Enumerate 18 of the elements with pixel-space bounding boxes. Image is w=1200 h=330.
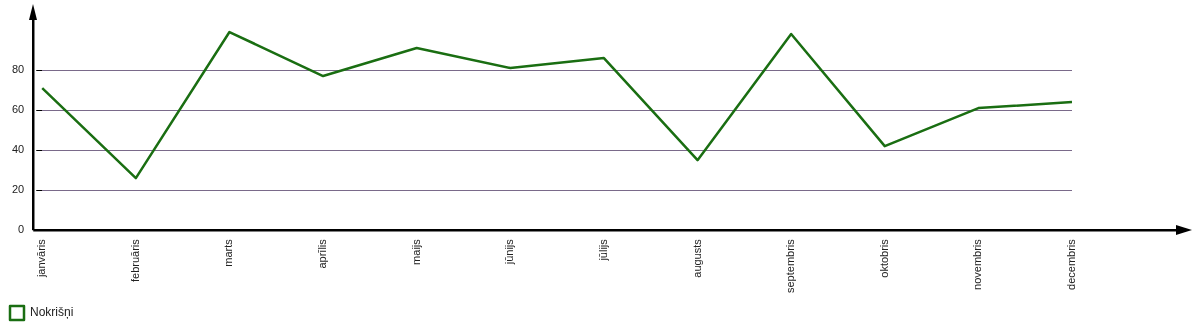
x-tick-label: augusts bbox=[690, 238, 703, 278]
x-tick-label: oktobris bbox=[877, 238, 890, 278]
y-tick-label: 60 bbox=[11, 103, 25, 116]
x-tick-label: septembris bbox=[784, 238, 797, 293]
y-tick-label: 40 bbox=[11, 143, 25, 156]
x-tick-label: jūnijs bbox=[503, 238, 516, 266]
y-tick-label: 80 bbox=[11, 63, 25, 76]
legend-label: Nokrišņi bbox=[30, 305, 74, 320]
x-tick-label: jūlijs bbox=[596, 238, 609, 262]
y-tick-label: 0 bbox=[18, 223, 25, 236]
x-tick-label: februāris bbox=[128, 238, 141, 282]
x-tick-label: decembris bbox=[1065, 238, 1078, 290]
x-tick-label: maijs bbox=[409, 238, 422, 265]
y-tick-label: 20 bbox=[11, 183, 25, 196]
x-tick-label: aprīlis bbox=[316, 238, 329, 269]
x-tick-label: novembris bbox=[971, 238, 984, 290]
x-tick-label: janvāris bbox=[35, 238, 48, 279]
x-tick-label: marts bbox=[222, 238, 235, 267]
